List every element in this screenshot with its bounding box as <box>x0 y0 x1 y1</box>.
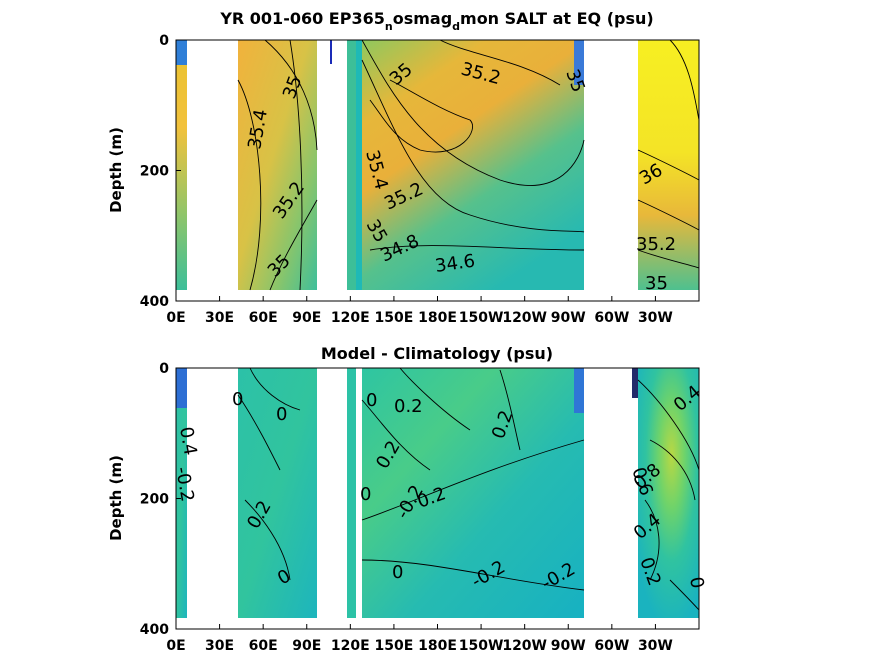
x-tick-label: 120W <box>502 310 547 326</box>
x-tick-label: 90E <box>292 638 321 654</box>
x-tick-label: 0E <box>166 310 185 326</box>
x-tick-label: 180E <box>418 638 457 654</box>
top-y-axis-label: Depth (m) <box>107 127 125 213</box>
bottom-contours <box>237 367 700 611</box>
contour-label: 0 <box>685 575 708 590</box>
contour-label: 0 <box>276 404 287 425</box>
contour-label: 0.2 <box>394 396 423 417</box>
x-tick-label: 60W <box>594 638 629 654</box>
x-tick-label: 60E <box>249 638 278 654</box>
top-panel: 35.4 35 35.2 35 35 35.2 35.4 35.2 35 34.… <box>107 9 700 326</box>
contour-label: 35 <box>645 273 668 294</box>
contour-label: -0.2 <box>171 465 198 503</box>
x-tick-label: 120W <box>502 638 547 654</box>
y-tick-label: 200 <box>140 492 169 508</box>
x-tick-label: 30W <box>638 310 673 326</box>
x-tick-label: 60E <box>249 310 278 326</box>
x-tick-label: 150E <box>375 638 414 654</box>
contour-label: 0 <box>392 562 403 583</box>
x-tick-label: 30W <box>638 638 673 654</box>
x-tick-label: 150E <box>375 310 414 326</box>
bottom-y-ticks: 0 200 400 <box>140 361 181 638</box>
y-tick-label: 200 <box>140 164 169 180</box>
x-tick-label: 30E <box>205 310 234 326</box>
x-tick-label: 90W <box>551 638 586 654</box>
y-tick-label: 400 <box>140 622 169 638</box>
x-tick-label: 90E <box>292 310 321 326</box>
x-tick-label: 0E <box>166 638 185 654</box>
x-tick-label: 150W <box>459 310 504 326</box>
y-tick-label: 0 <box>159 361 169 377</box>
contour-label: 0 <box>366 390 377 411</box>
top-contour-labels: 35.4 35 35.2 35 35 35.2 35.4 35.2 35 34.… <box>244 59 676 294</box>
contour-label: 0.4 <box>175 425 201 457</box>
bottom-heatmap <box>176 368 699 618</box>
top-heatmap <box>176 40 699 290</box>
top-contours <box>237 39 700 291</box>
bottom-panel: 0 0 0.2 0 0.4 -0.2 0 0.2 0.2 0 0.2 -0.2 … <box>107 344 708 654</box>
top-y-ticks: 0 200 400 <box>140 33 181 310</box>
x-tick-label: 120E <box>331 638 370 654</box>
top-title: YR 001-060 EP365nosmagdmon SALT at EQ (p… <box>219 9 653 33</box>
bottom-y-axis-label: Depth (m) <box>107 455 125 541</box>
contour-label: 0 <box>360 484 371 505</box>
x-tick-label: 150W <box>459 638 504 654</box>
x-tick-label: 90W <box>551 310 586 326</box>
contour-label: 35.2 <box>636 234 676 255</box>
contour-label: 0 <box>232 389 243 410</box>
x-tick-label: 30E <box>205 638 234 654</box>
x-tick-label: 60W <box>594 310 629 326</box>
x-tick-label: 120E <box>331 310 370 326</box>
bottom-title: Model - Climatology (psu) <box>321 344 553 363</box>
y-tick-label: 400 <box>140 294 169 310</box>
y-tick-label: 0 <box>159 33 169 49</box>
x-tick-label: 180E <box>418 310 457 326</box>
